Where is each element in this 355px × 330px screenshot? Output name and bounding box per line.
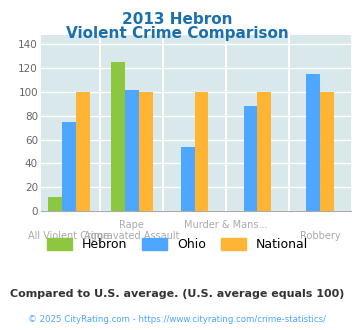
Text: Aggravated Assault: Aggravated Assault bbox=[84, 231, 180, 242]
Text: Compared to U.S. average. (U.S. average equals 100): Compared to U.S. average. (U.S. average … bbox=[10, 289, 345, 299]
Text: Murder & Mans...: Murder & Mans... bbox=[184, 219, 268, 230]
Bar bbox=[244, 106, 257, 211]
Bar bbox=[62, 122, 76, 211]
Bar bbox=[181, 147, 195, 211]
Text: © 2025 CityRating.com - https://www.cityrating.com/crime-statistics/: © 2025 CityRating.com - https://www.city… bbox=[28, 315, 327, 324]
Legend: Hebron, Ohio, National: Hebron, Ohio, National bbox=[42, 233, 313, 256]
Text: 2013 Hebron: 2013 Hebron bbox=[122, 12, 233, 26]
Bar bbox=[139, 92, 153, 211]
Text: Violent Crime Comparison: Violent Crime Comparison bbox=[66, 26, 289, 41]
Bar bbox=[76, 92, 90, 211]
Text: Robbery: Robbery bbox=[300, 231, 340, 242]
Bar bbox=[306, 74, 320, 211]
Bar bbox=[320, 92, 334, 211]
Bar bbox=[111, 62, 125, 211]
Bar bbox=[48, 197, 62, 211]
Text: All Violent Crime: All Violent Crime bbox=[28, 231, 110, 242]
Bar bbox=[257, 92, 271, 211]
Bar bbox=[125, 89, 139, 211]
Text: Rape: Rape bbox=[119, 219, 144, 230]
Bar bbox=[195, 92, 208, 211]
